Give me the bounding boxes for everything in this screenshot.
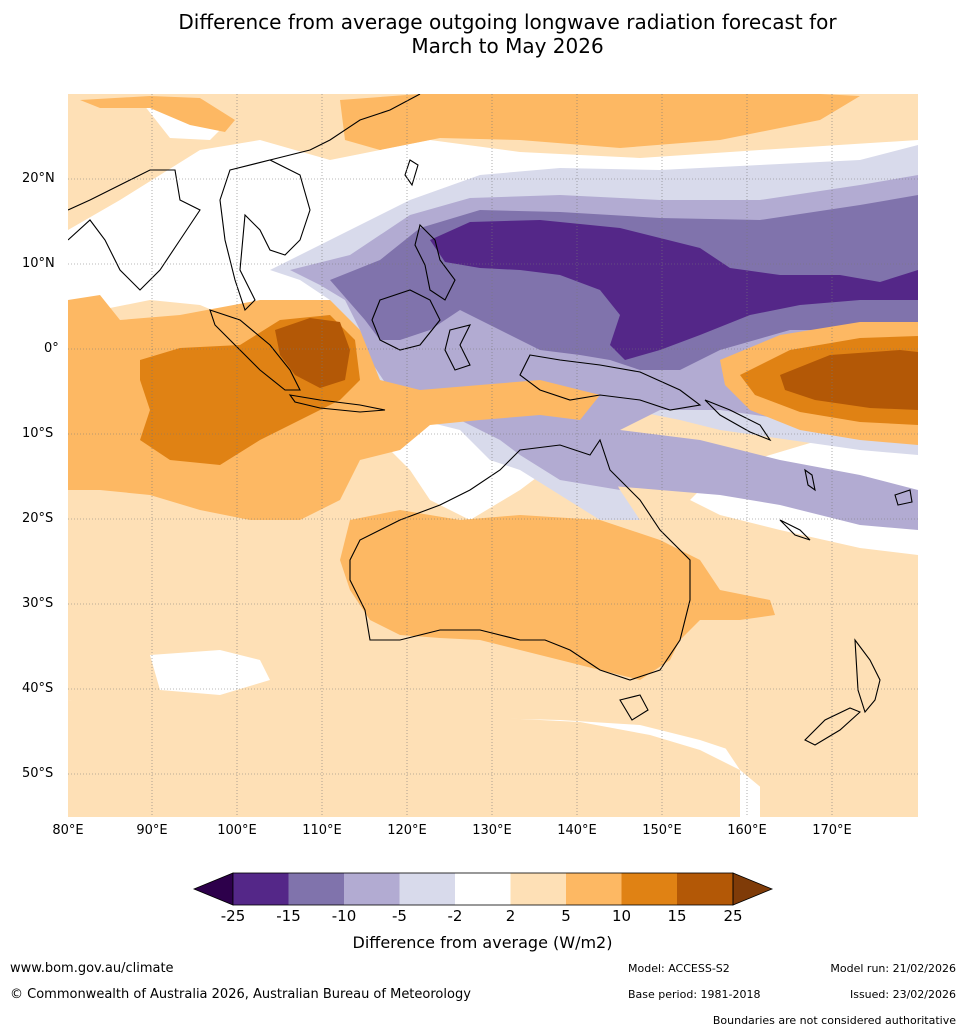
colorbar-tick: 25 bbox=[723, 907, 743, 925]
lat-label-equator: 0° bbox=[44, 341, 59, 356]
lat-label-30s: 30°S bbox=[22, 596, 54, 611]
colorbar-tick: -15 bbox=[276, 907, 301, 925]
colorbar-extend-low bbox=[192, 872, 234, 906]
colorbar-swatch bbox=[233, 873, 289, 905]
boundaries-disclaimer: Boundaries are not considered authoritat… bbox=[712, 1014, 956, 1027]
model-run-date: Model run: 21/02/2026 bbox=[830, 962, 956, 975]
lat-label-20n: 20°N bbox=[22, 171, 55, 186]
coast-indochina bbox=[219, 159, 311, 312]
field-zero-south bbox=[150, 650, 270, 695]
coast-india bbox=[68, 169, 201, 291]
colorbar-swatch bbox=[288, 873, 344, 905]
coast-newzealand-north bbox=[854, 638, 881, 714]
coast-philippines bbox=[414, 223, 456, 301]
field-n15 bbox=[430, 220, 918, 360]
lon-label-100e: 100°E bbox=[217, 823, 257, 838]
model-name: Model: ACCESS-S2 bbox=[628, 962, 730, 975]
colorbar-tick: -5 bbox=[392, 907, 407, 925]
colorbar-extend-high bbox=[732, 872, 774, 906]
lat-label-40s: 40°S bbox=[22, 681, 54, 696]
colorbar-tick: 10 bbox=[611, 907, 632, 925]
colorbar-swatch bbox=[510, 873, 566, 905]
colorbar-swatch bbox=[399, 873, 455, 905]
title-line-2: March to May 2026 bbox=[411, 34, 604, 58]
colorbar-swatch bbox=[677, 873, 733, 905]
issued-date: Issued: 23/02/2026 bbox=[849, 988, 956, 1001]
coast-australia bbox=[349, 438, 691, 681]
field-n5-south bbox=[540, 430, 918, 530]
colorbar-swatch bbox=[621, 873, 677, 905]
lat-label-10s: 10°S bbox=[22, 426, 54, 441]
colorbar-swatch bbox=[566, 873, 622, 905]
lon-label-80e: 80°E bbox=[52, 823, 84, 838]
colorbar-tick: 2 bbox=[505, 907, 516, 925]
lon-label-130e: 130°E bbox=[472, 823, 512, 838]
field-p5-north bbox=[340, 94, 860, 150]
colorbar-tick: -25 bbox=[220, 907, 246, 925]
coast-newguinea bbox=[519, 354, 702, 411]
lon-label-170e: 170°E bbox=[812, 823, 852, 838]
lon-label-90e: 90°E bbox=[136, 823, 168, 838]
field-p5-nw bbox=[80, 96, 235, 132]
coast-sulawesi bbox=[444, 324, 472, 371]
graticule bbox=[68, 94, 918, 817]
base-period: Base period: 1981-2018 bbox=[628, 988, 761, 1001]
coast-fiji bbox=[894, 489, 913, 506]
lon-label-150e: 150°E bbox=[642, 823, 682, 838]
lon-label-140e: 140°E bbox=[557, 823, 597, 838]
colorbar-tick: -2 bbox=[447, 907, 463, 925]
coast-newzealand-south bbox=[804, 707, 862, 746]
coast-solomon bbox=[704, 399, 772, 442]
colorbar-outline bbox=[232, 872, 734, 906]
coast-taiwan bbox=[404, 159, 419, 187]
colorbar-tick: -10 bbox=[331, 907, 357, 925]
coast-china bbox=[269, 94, 421, 161]
chart-title: Difference from average outgoing longwav… bbox=[0, 10, 965, 58]
field-p5-australia bbox=[340, 510, 775, 680]
colorbar-title: Difference from average (W/m2) bbox=[352, 933, 613, 952]
lon-label-160e: 160°E bbox=[727, 823, 767, 838]
title-line-1: Difference from average outgoing longwav… bbox=[178, 10, 837, 34]
colorbar bbox=[192, 872, 774, 906]
colorbar-swatch bbox=[455, 873, 511, 905]
coastlines bbox=[68, 94, 913, 746]
coast-vanuatu bbox=[804, 468, 816, 492]
colorbar-tick: 15 bbox=[667, 907, 687, 925]
coast-newcaledonia bbox=[779, 519, 811, 541]
coast-tasmania bbox=[619, 694, 649, 721]
field-p2-south-band bbox=[68, 700, 740, 817]
coast-java bbox=[288, 394, 386, 413]
lat-label-50s: 50°S bbox=[22, 766, 54, 781]
map-field bbox=[68, 94, 918, 817]
website-link[interactable]: www.bom.gov.au/climate bbox=[10, 961, 174, 976]
field-p15-indian bbox=[275, 318, 350, 388]
lon-label-120e: 120°E bbox=[387, 823, 427, 838]
lat-label-20s: 20°S bbox=[22, 511, 54, 526]
lat-label-10n: 10°N bbox=[22, 256, 55, 271]
copyright-text: © Commonwealth of Australia 2026, Austra… bbox=[10, 987, 471, 1002]
coast-sumatra bbox=[209, 309, 301, 391]
lon-label-110e: 110°E bbox=[302, 823, 342, 838]
colorbar-tick: 5 bbox=[561, 907, 571, 925]
field-p2-se bbox=[700, 620, 918, 817]
colorbar-swatch bbox=[344, 873, 400, 905]
field-p15-pacific bbox=[780, 350, 918, 410]
coast-borneo bbox=[371, 289, 441, 351]
